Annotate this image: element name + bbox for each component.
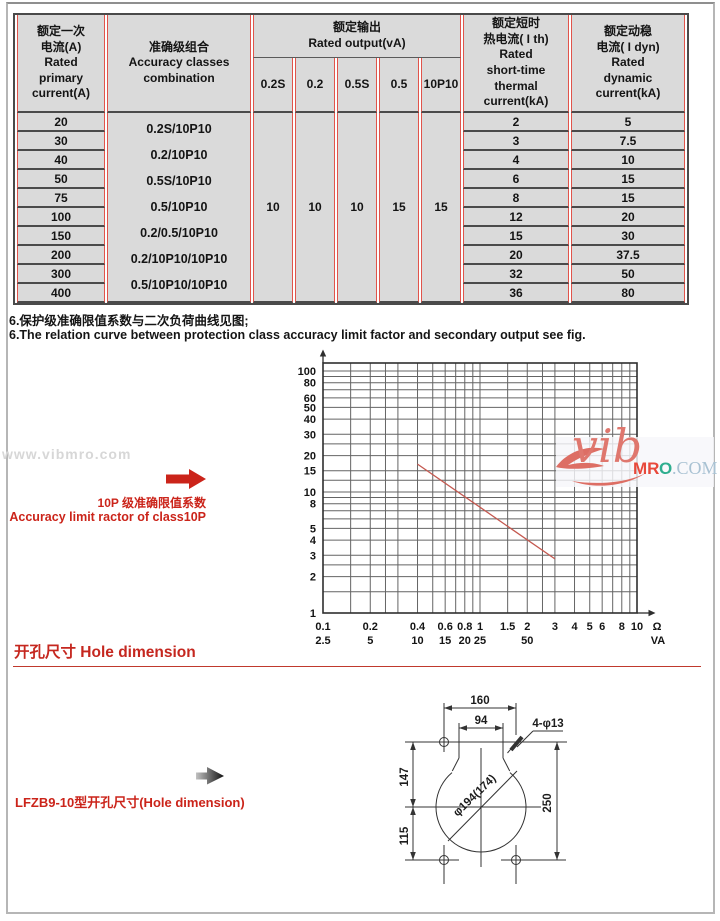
header-rated-output: 额定输出 Rated output(vA): [253, 15, 461, 58]
cell-output-value: 15: [421, 113, 461, 303]
cell-dynamic-current: 50: [571, 265, 685, 284]
cell-primary-current: 200: [17, 246, 105, 265]
header-dynamic-current: 额定动稳 电流( I dyn) Rated dynamic current(kA…: [571, 15, 685, 113]
table-row: 75 8 15: [17, 189, 685, 208]
cell-primary-current: 300: [17, 265, 105, 284]
header-thermal-current: 额定短时 热电流( I th) Rated short-time thermal…: [463, 15, 569, 113]
logo-mr-text: MR: [633, 459, 660, 478]
page-border-frame: [6, 2, 715, 914]
table-row: 100 12 20: [17, 208, 685, 227]
table-row: 200 20 37.5: [17, 246, 685, 265]
cell-dynamic-current: 7.5: [571, 132, 685, 151]
table-row: 20 0.2S/10P10 0.2/10P10 0.5S/10P10 0.5/10…: [17, 113, 685, 303]
cell-dynamic-current: 37.5: [571, 246, 685, 265]
cell-thermal-current: 36: [463, 284, 569, 303]
section-heading: 开孔尺寸 Hole dimension: [14, 644, 196, 661]
cell-primary-current: 40: [17, 151, 105, 170]
cell-output-value: 10: [253, 113, 293, 303]
cell-thermal-current: 12: [463, 208, 569, 227]
vibmro-logo: vib MR O .COM: [556, 423, 718, 487]
note-chinese: 6.保护级准确限值系数与二次负荷曲线见图;: [9, 314, 249, 328]
header-output-class: 0.2S: [253, 58, 293, 113]
logo-com-text: .COM: [672, 458, 718, 478]
cell-primary-current: 30: [17, 132, 105, 151]
logo-swoosh-icon: [556, 447, 646, 486]
annotation-line-en: Accuracy limit ractor of class10P: [9, 510, 206, 524]
cell-primary-current: 100: [17, 208, 105, 227]
cell-dynamic-current: 15: [571, 170, 685, 189]
table-row: 40 4 10: [17, 151, 685, 170]
header-accuracy-classes: 准确级组合 Accuracy classes combination: [107, 15, 251, 113]
header-row: 额定一次 电流(A) Rated primary current(A) 准确级组合…: [17, 15, 685, 113]
cell-output-value: 10: [337, 113, 377, 303]
header-output-class: 0.5: [379, 58, 419, 113]
cell-dynamic-current: 80: [571, 284, 685, 303]
header-output-class: 10P10: [421, 58, 461, 113]
cell-output-value: 15: [379, 113, 419, 303]
cell-thermal-current: 15: [463, 227, 569, 246]
table-row: 50 6 15: [17, 170, 685, 189]
watermark-text: www.vibmro.com: [2, 446, 132, 462]
cell-output-value: 10: [295, 113, 335, 303]
table-row: 300 32 50: [17, 265, 685, 284]
cell-primary-current: 400: [17, 284, 105, 303]
note-english: 6.The relation curve between protection …: [9, 328, 586, 342]
cell-thermal-current: 32: [463, 265, 569, 284]
section-divider: [13, 666, 701, 667]
subheader-row: 0.2S 0.2 0.5S 0.5 10P10: [17, 58, 685, 113]
annotation-line-cn: 10P 级准确限值系数: [97, 496, 206, 510]
cell-thermal-current: 2: [463, 113, 569, 132]
table-row: 30 3 7.5: [17, 132, 685, 151]
cell-accuracy-combinations: 0.2S/10P10 0.2/10P10 0.5S/10P10 0.5/10P1…: [107, 113, 251, 303]
ratings-table: 额定一次 电流(A) Rated primary current(A) 准确级组合…: [13, 13, 689, 305]
cell-primary-current: 20: [17, 113, 105, 132]
cell-thermal-current: 6: [463, 170, 569, 189]
cell-primary-current: 50: [17, 170, 105, 189]
header-output-class: 0.2: [295, 58, 335, 113]
cell-dynamic-current: 5: [571, 113, 685, 132]
cell-dynamic-current: 15: [571, 189, 685, 208]
cell-thermal-current: 20: [463, 246, 569, 265]
cell-primary-current: 75: [17, 189, 105, 208]
cell-thermal-current: 3: [463, 132, 569, 151]
header-output-class: 0.5S: [337, 58, 377, 113]
cell-dynamic-current: 20: [571, 208, 685, 227]
logo-script-text: vib: [572, 419, 643, 473]
cell-thermal-current: 4: [463, 151, 569, 170]
table-row: 400 36 80: [17, 284, 685, 303]
drawing-caption: LFZB9-10型开孔尺寸(Hole dimension): [15, 795, 245, 810]
cell-thermal-current: 8: [463, 189, 569, 208]
cell-dynamic-current: 30: [571, 227, 685, 246]
header-primary-current: 额定一次 电流(A) Rated primary current(A): [17, 15, 105, 113]
cell-primary-current: 150: [17, 227, 105, 246]
cell-dynamic-current: 10: [571, 151, 685, 170]
table-row: 150 15 30: [17, 227, 685, 246]
logo-o-text: O: [659, 459, 673, 478]
